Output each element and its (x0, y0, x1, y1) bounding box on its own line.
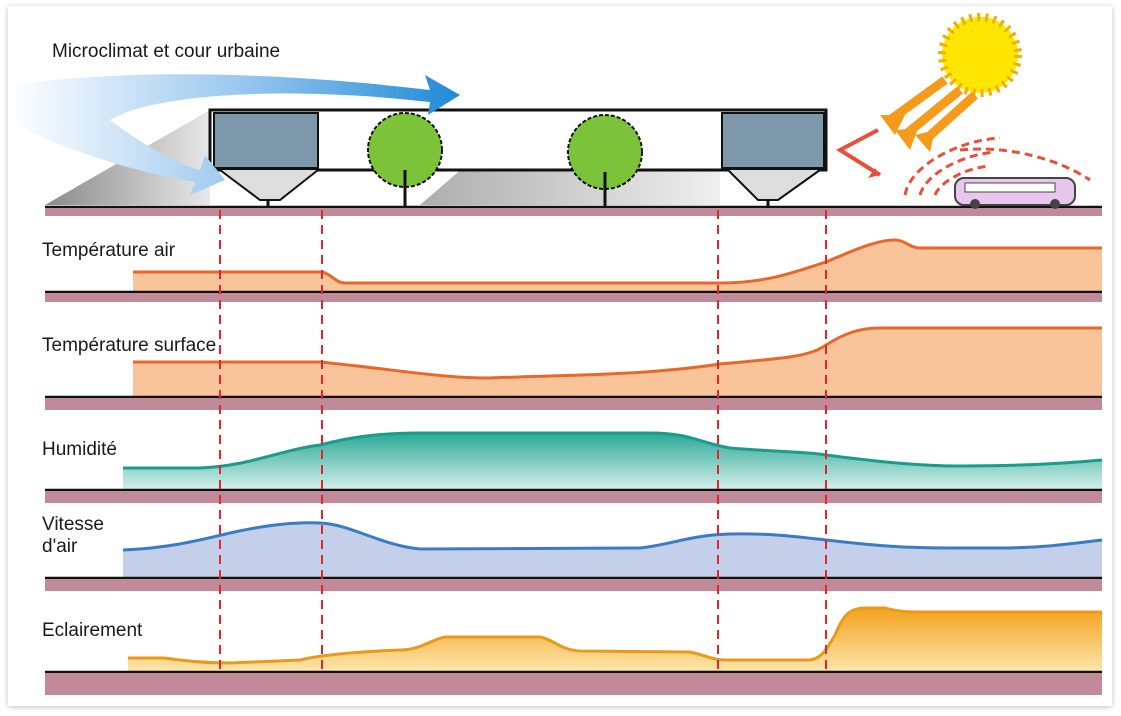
title: Microclimat et cour urbaine (52, 41, 280, 62)
illustration (10, 13, 1102, 216)
humidity-panel: Humidité (42, 431, 1103, 503)
panel-label: Température surface (42, 335, 216, 356)
illuminance-panel: Eclairement (42, 606, 1102, 695)
panel-label: Humidité (42, 439, 117, 460)
air-speed-panel: Vitesse d'air (42, 514, 1103, 591)
panel-label: Eclairement (42, 620, 143, 641)
temperature-surface-panel: Température surface (42, 326, 1102, 410)
panel-label: d'air (42, 536, 78, 557)
section-markers (219, 210, 827, 672)
panel-label: Température air (42, 240, 176, 261)
panel-label: Vitesse (42, 514, 104, 535)
temperature-air-panel: Température air (42, 238, 1102, 302)
